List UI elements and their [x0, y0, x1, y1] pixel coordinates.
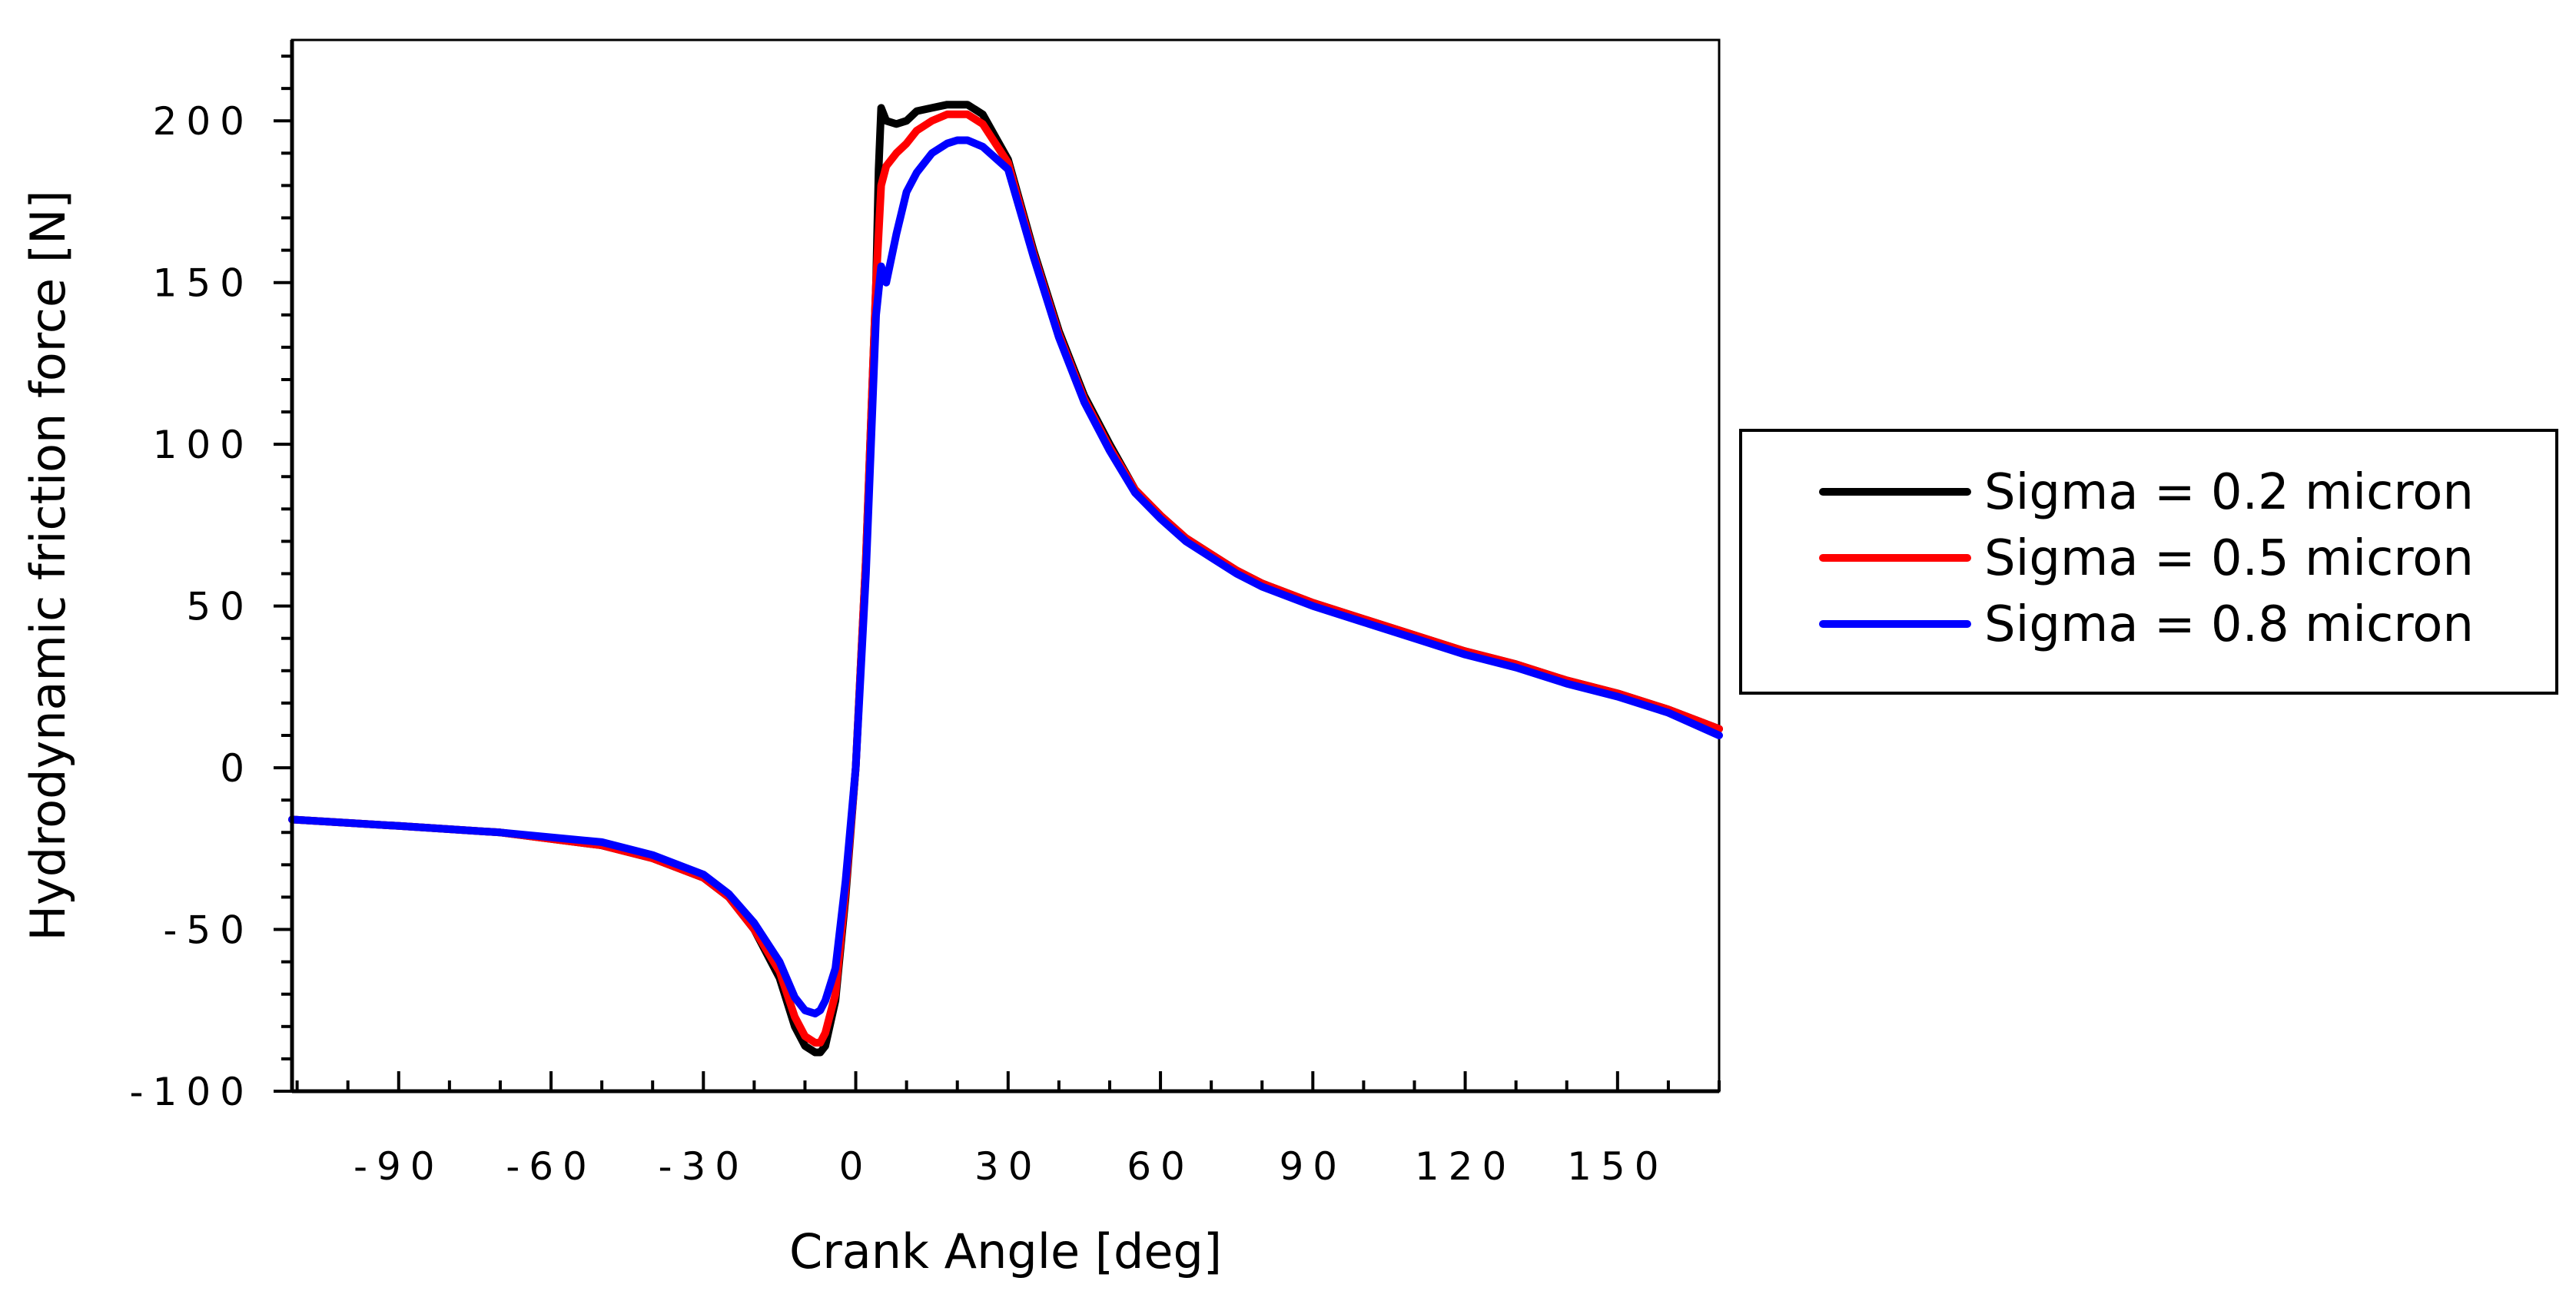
y-tick-label: 150 [153, 261, 254, 306]
x-axis-label: Crank Angle [deg] [789, 1223, 1222, 1279]
axes: -90 -60 -30 0 30 60 90 120 150 -100 -50 0 50 100 150 20… [130, 40, 1721, 1189]
legend: Sigma = 0.2 micron Sigma = 0.5 micron Sigm… [1739, 429, 2558, 695]
x-tick-label: 30 [974, 1144, 1042, 1189]
x-tick-label: 150 [1567, 1144, 1668, 1189]
series-lines [288, 101, 1723, 1057]
plot-frame [290, 38, 1721, 1093]
legend-label-3: Sigma = 0.8 micron [1984, 596, 2474, 653]
legend-label-1: Sigma = 0.2 micron [1984, 464, 2474, 521]
plot-area [290, 38, 1721, 1093]
x-tick-label: 90 [1280, 1144, 1347, 1189]
x-tick-label: 0 [839, 1144, 873, 1189]
y-axis-label: Hydrodynamic friction force [N] [20, 190, 76, 941]
x-tick-label: 60 [1127, 1144, 1194, 1189]
x-tick-label: -30 [658, 1144, 749, 1189]
x-tick-label: -60 [506, 1144, 596, 1189]
series-line-3 [288, 136, 1723, 1017]
y-tick-label: -100 [130, 1070, 254, 1114]
y-tick-label: 50 [186, 585, 254, 629]
legend-label-2: Sigma = 0.5 micron [1984, 530, 2474, 587]
y-tick-label: 200 [153, 99, 254, 144]
y-tick-label: -50 [163, 908, 254, 953]
series-line-2 [288, 110, 1723, 1047]
y-tick-label: 0 [220, 746, 254, 791]
x-tick-label: -90 [354, 1144, 444, 1189]
series-line-1 [288, 101, 1723, 1057]
x-tick-label: 120 [1415, 1144, 1515, 1189]
y-tick-label: 100 [153, 423, 254, 467]
